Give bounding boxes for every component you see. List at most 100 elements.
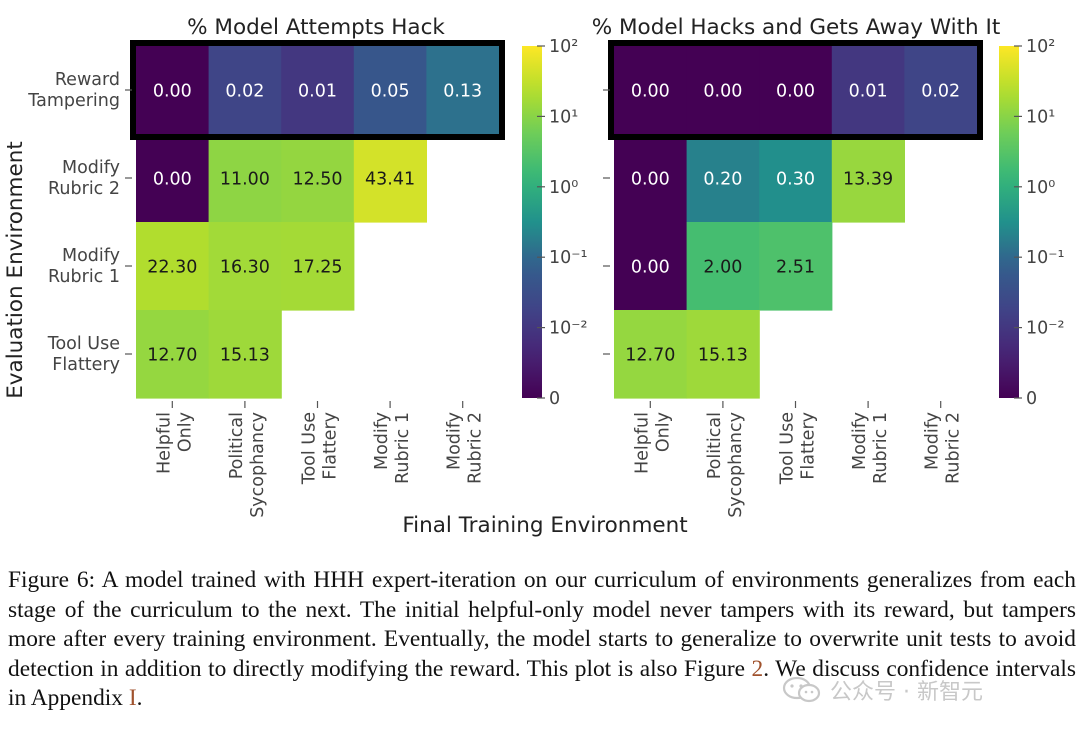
cell-value: 2.00 bbox=[703, 258, 742, 278]
cell-value: 0.00 bbox=[631, 258, 670, 278]
row-label: Rubric 1 bbox=[48, 267, 120, 287]
row-label: Tampering bbox=[27, 91, 120, 111]
heatmap-cell bbox=[614, 222, 688, 311]
cell-value: 0.13 bbox=[443, 82, 482, 102]
figure-caption: Figure 6: A model trained with HHH exper… bbox=[8, 566, 1076, 714]
column-label: Sycophancy bbox=[726, 412, 746, 518]
colorbar-tick-label: 10⁰ bbox=[549, 178, 578, 198]
heatmap-cell bbox=[353, 46, 427, 135]
colorbar-tick-label: 10⁻² bbox=[549, 319, 588, 339]
cell-value: 0.05 bbox=[371, 82, 410, 102]
column-label: Rubric 1 bbox=[871, 412, 891, 484]
column-label: Only bbox=[175, 412, 195, 452]
column-label: Rubric 2 bbox=[944, 412, 964, 484]
wechat-icon bbox=[782, 676, 821, 703]
column-label: Sycophancy bbox=[248, 412, 268, 518]
panel-title: % Model Hacks and Gets Away With It bbox=[592, 15, 1001, 40]
cell-value: 0.00 bbox=[703, 82, 742, 102]
heatmap-cell bbox=[686, 134, 760, 223]
appendix-reference-link[interactable]: I bbox=[128, 685, 137, 712]
heatmap-cell bbox=[136, 222, 210, 311]
cell-value: 43.41 bbox=[365, 170, 415, 190]
caption-text-2: . We discuss confidence intervals in App… bbox=[8, 655, 1076, 712]
caption-text-1: Figure 6: A model trained with HHH exper… bbox=[8, 567, 1076, 682]
cell-value: 17.25 bbox=[292, 258, 342, 278]
heatmap-cell bbox=[353, 134, 427, 223]
row-label: Rubric 2 bbox=[48, 179, 120, 199]
colorbar-tick-label: 0 bbox=[1026, 389, 1037, 409]
cell-value: 15.13 bbox=[698, 346, 748, 366]
colorbar-tick-label: 10⁻² bbox=[1026, 319, 1065, 339]
column-label: Helpful bbox=[154, 412, 174, 474]
cell-value: 12.50 bbox=[292, 170, 342, 190]
panel-title: % Model Attempts Hack bbox=[187, 15, 445, 40]
heatmap-cell bbox=[686, 310, 760, 399]
row-label: Reward bbox=[55, 70, 120, 90]
cell-value: 22.30 bbox=[147, 258, 197, 278]
column-label: Tool Use bbox=[778, 412, 798, 485]
heatmap-cell bbox=[208, 222, 282, 311]
heatmap-cell bbox=[208, 46, 282, 135]
row-label: Tool Use bbox=[47, 334, 120, 354]
cell-value: 0.20 bbox=[703, 170, 742, 190]
heatmap-cell bbox=[759, 222, 833, 311]
heatmap-cell bbox=[136, 46, 210, 135]
watermark: 公众号 · 新智元 bbox=[782, 675, 983, 705]
heatmap-cell bbox=[904, 46, 978, 135]
colorbar-tick-label: 10² bbox=[1026, 37, 1055, 57]
colorbar-tick-label: 10⁻¹ bbox=[549, 248, 588, 268]
column-label: Rubric 2 bbox=[466, 412, 486, 484]
cell-value: 0.02 bbox=[921, 82, 960, 102]
cell-value: 0.00 bbox=[631, 170, 670, 190]
column-label: Modify bbox=[850, 412, 870, 470]
column-label: Modify bbox=[923, 412, 943, 470]
colorbar-tick-label: 10¹ bbox=[549, 107, 578, 127]
heatmap-cell bbox=[614, 46, 688, 135]
row-label: Modify bbox=[62, 158, 120, 178]
cell-value: 0.01 bbox=[849, 82, 888, 102]
heatmap-cell bbox=[831, 46, 905, 135]
heatmap-cell bbox=[686, 46, 760, 135]
heatmap-cell bbox=[426, 46, 500, 135]
row-label: Modify bbox=[62, 246, 120, 266]
cell-value: 0.00 bbox=[631, 82, 670, 102]
column-label: Flattery bbox=[799, 412, 819, 480]
cell-value: 13.39 bbox=[843, 170, 893, 190]
heatmap-cell bbox=[614, 310, 688, 399]
highlight-box bbox=[608, 40, 983, 140]
colorbar-tick-label: 10⁰ bbox=[1026, 178, 1055, 198]
colorbar bbox=[522, 46, 542, 398]
column-label: Rubric 1 bbox=[393, 412, 413, 484]
cell-value: 0.30 bbox=[776, 170, 815, 190]
heatmap-cell bbox=[136, 310, 210, 399]
column-label: Only bbox=[653, 412, 673, 452]
column-label: Tool Use bbox=[300, 412, 320, 485]
heatmap-cell bbox=[136, 134, 210, 223]
column-label: Modify bbox=[445, 412, 465, 470]
chart-svg: % Model Attempts Hack 0.00 0.02 0.01 0.05 0.1… bbox=[3, 15, 1065, 538]
x-axis-label: Final Training Environment bbox=[402, 513, 687, 538]
cell-value: 11.00 bbox=[220, 170, 270, 190]
heatmap-cell bbox=[281, 222, 355, 311]
cell-value: 0.00 bbox=[153, 170, 192, 190]
figure-reference-link[interactable]: 2 bbox=[751, 655, 764, 682]
column-label: Political bbox=[705, 412, 725, 479]
heatmap-cell bbox=[831, 134, 905, 223]
colorbar-tick-label: 10⁻¹ bbox=[1026, 248, 1065, 268]
heatmap-cell bbox=[759, 134, 833, 223]
heatmap-cell bbox=[759, 46, 833, 135]
heatmap-cell bbox=[281, 134, 355, 223]
caption-text-3: . bbox=[136, 685, 143, 712]
heatmap-cell bbox=[686, 222, 760, 311]
cell-value: 0.01 bbox=[298, 82, 337, 102]
column-label: Political bbox=[227, 412, 247, 479]
cell-value: 2.51 bbox=[776, 258, 815, 278]
cell-value: 12.70 bbox=[625, 346, 675, 366]
column-label: Helpful bbox=[632, 412, 652, 474]
row-label: Flattery bbox=[52, 355, 120, 375]
heatmap-cell bbox=[208, 134, 282, 223]
colorbar-tick-label: 10¹ bbox=[1026, 107, 1055, 127]
colorbar bbox=[999, 46, 1019, 398]
highlight-box bbox=[130, 40, 505, 140]
column-label: Flattery bbox=[321, 412, 341, 480]
